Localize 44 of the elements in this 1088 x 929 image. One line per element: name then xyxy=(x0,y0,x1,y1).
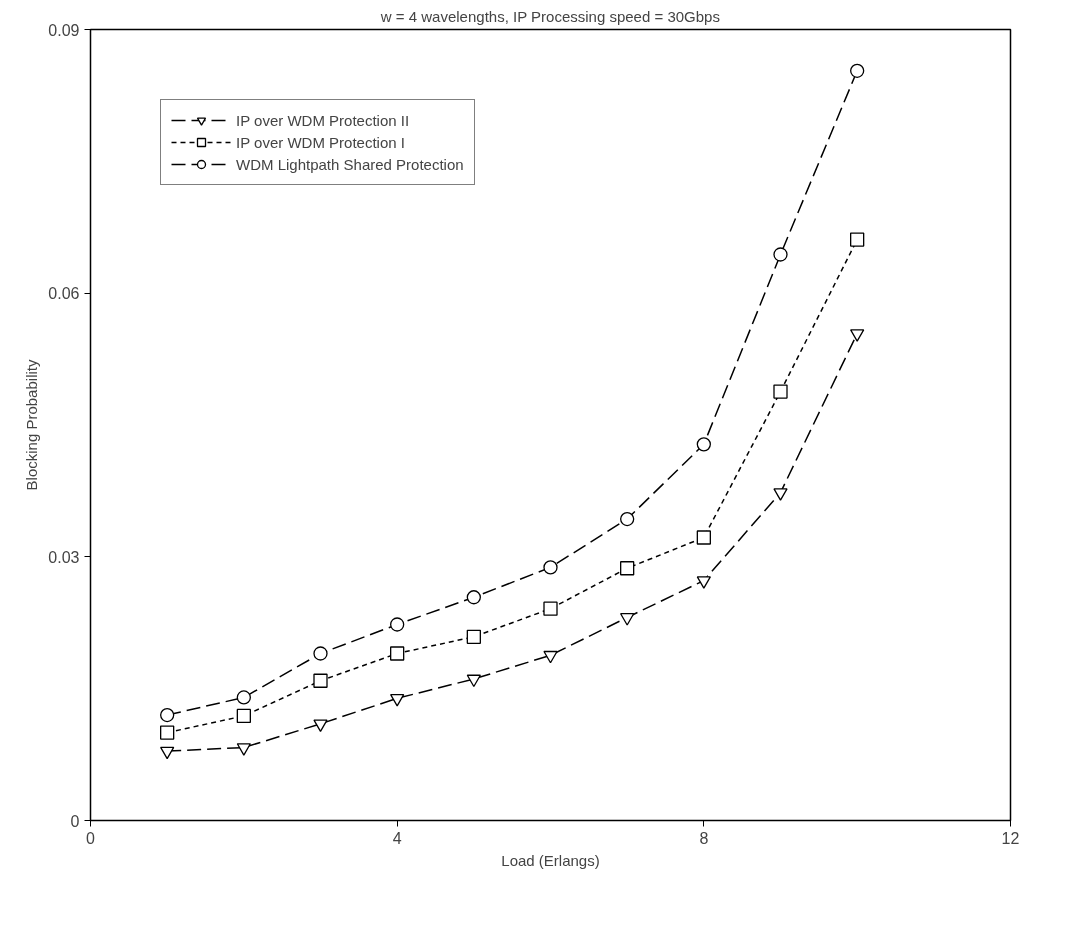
legend-label: WDM Lightpath Shared Protection xyxy=(236,155,464,173)
point xyxy=(313,673,328,688)
point xyxy=(160,707,175,723)
point xyxy=(620,613,635,626)
point xyxy=(543,601,558,616)
point xyxy=(696,437,711,452)
x-tick-label: 8 xyxy=(699,829,709,847)
y-tick-label: 0.09 xyxy=(48,21,80,39)
x-tick-label: 0 xyxy=(86,829,96,847)
point xyxy=(466,674,481,688)
legend-label: IP over WDM Protection I xyxy=(236,133,405,151)
point xyxy=(390,617,405,632)
y-tick-label: 0 xyxy=(70,812,80,830)
legend-label: IP over WDM Protection II xyxy=(236,111,410,129)
point xyxy=(773,384,788,399)
point xyxy=(466,629,481,644)
point xyxy=(236,708,251,724)
y-tick-label: 0.06 xyxy=(48,285,80,303)
y-tick-label: 0.03 xyxy=(48,548,80,566)
point xyxy=(390,646,405,661)
point xyxy=(160,746,175,760)
point xyxy=(850,63,865,78)
point xyxy=(236,690,251,705)
point xyxy=(390,693,405,707)
point xyxy=(696,530,711,545)
point xyxy=(466,590,481,605)
point xyxy=(696,576,711,589)
x-axis-title: Load (Erlangs) xyxy=(501,851,600,869)
point xyxy=(850,329,865,342)
point xyxy=(620,561,635,576)
point xyxy=(620,511,635,527)
point xyxy=(850,232,865,247)
point xyxy=(773,488,788,501)
x-tick-label: 12 xyxy=(1001,829,1020,847)
point xyxy=(313,646,328,661)
point xyxy=(543,650,558,664)
y-axis-title: Blocking Probability xyxy=(23,359,41,491)
point xyxy=(313,719,328,732)
point xyxy=(773,247,788,262)
chart-title: w = 4 wavelengths, IP Processing speed = 30Gbps xyxy=(379,7,720,25)
point xyxy=(236,743,251,756)
x-tick-label: 4 xyxy=(392,829,402,847)
point xyxy=(543,560,558,575)
point xyxy=(160,725,175,740)
